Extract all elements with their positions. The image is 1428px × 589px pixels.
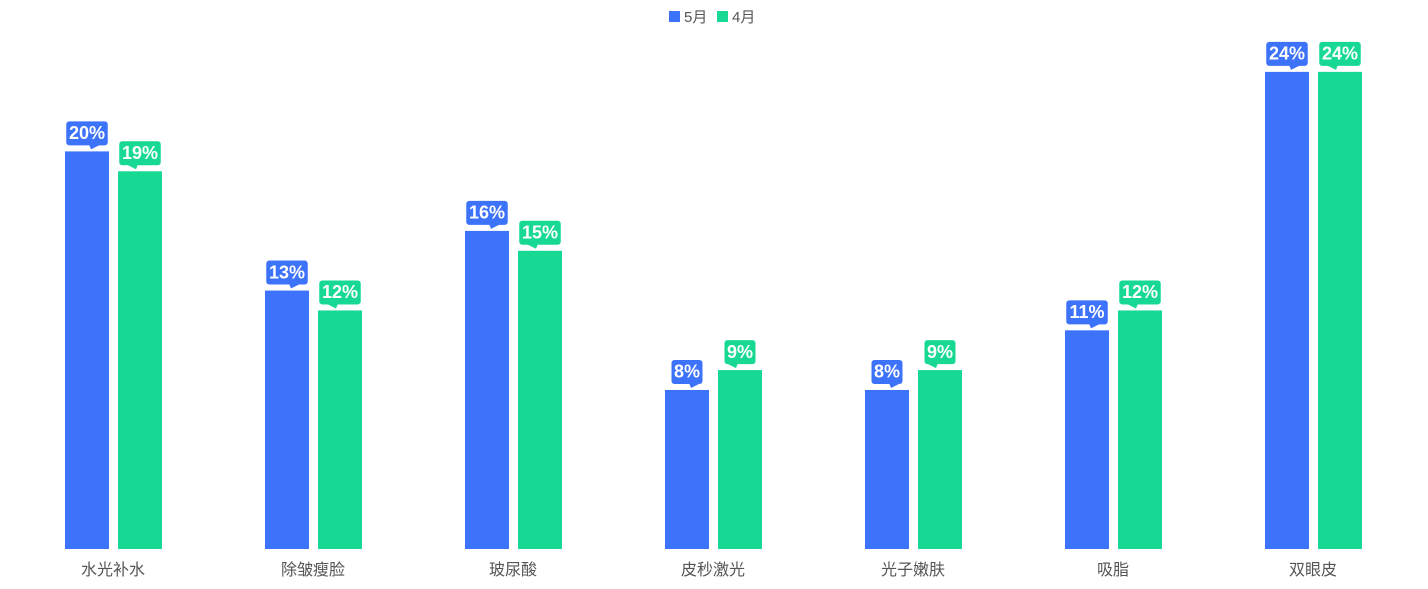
x-tick-label: 双眼皮 xyxy=(1289,561,1337,579)
value-badge-tip xyxy=(126,164,138,170)
value-badge-tip xyxy=(689,382,701,388)
x-tick-label: 水光补水 xyxy=(81,561,145,579)
value-badge xyxy=(1319,41,1361,66)
bar xyxy=(318,310,362,549)
value-badge-tip xyxy=(1126,303,1138,309)
value-badge-tip xyxy=(1089,323,1101,329)
bar xyxy=(518,250,562,550)
value-label: 24% xyxy=(1322,44,1358,64)
bar xyxy=(65,151,109,549)
x-tick-label: 皮秒激光 xyxy=(681,561,745,579)
value-badge-tip xyxy=(289,283,301,289)
value-badge xyxy=(1066,300,1108,325)
bar xyxy=(865,389,909,549)
value-badge xyxy=(724,340,756,365)
value-badge-tip xyxy=(489,223,501,229)
value-label: 16% xyxy=(469,203,505,223)
value-badge-tip xyxy=(1326,64,1338,70)
bar xyxy=(1265,71,1309,549)
bar xyxy=(465,230,509,550)
legend-swatch xyxy=(717,11,728,22)
value-badge-tip xyxy=(889,382,901,388)
legend-label: 5月 xyxy=(684,9,707,26)
value-badge xyxy=(924,340,956,365)
value-label: 20% xyxy=(69,123,105,143)
value-badge xyxy=(519,220,561,245)
bar xyxy=(918,370,962,549)
x-tick-label: 玻尿酸 xyxy=(489,561,537,579)
value-label: 15% xyxy=(522,223,558,243)
value-label: 19% xyxy=(122,143,158,163)
value-badge xyxy=(1119,280,1161,305)
value-badge-tip xyxy=(526,243,538,249)
value-badge-tip xyxy=(926,363,938,369)
x-tick-label: 除皱瘦脸 xyxy=(281,561,345,579)
value-badge-tip xyxy=(726,363,738,369)
value-badge-tip xyxy=(1289,64,1301,70)
x-tick-label: 吸脂 xyxy=(1097,561,1129,579)
value-label: 8% xyxy=(674,362,700,382)
x-tick-label: 光子嫩肤 xyxy=(881,561,945,579)
value-badge xyxy=(66,121,108,146)
value-label: 12% xyxy=(322,282,358,302)
value-badge xyxy=(466,200,508,225)
value-label: 9% xyxy=(927,342,953,362)
value-label: 9% xyxy=(727,342,753,362)
value-label: 8% xyxy=(874,362,900,382)
legend-label: 4月 xyxy=(732,9,755,26)
bar xyxy=(1118,310,1162,549)
value-badge xyxy=(266,260,308,285)
legend-swatch xyxy=(669,11,680,22)
value-badge-tip xyxy=(89,144,101,150)
value-badge xyxy=(871,359,903,384)
bar xyxy=(718,370,762,549)
value-badge xyxy=(1266,41,1308,66)
value-badge xyxy=(319,280,361,305)
value-label: 11% xyxy=(1069,302,1104,322)
value-badge xyxy=(671,359,703,384)
bar xyxy=(118,171,162,549)
bar xyxy=(665,389,709,549)
value-label: 12% xyxy=(1122,282,1158,302)
value-label: 13% xyxy=(269,262,305,282)
bar xyxy=(1065,330,1109,549)
bar xyxy=(1318,71,1362,549)
value-badge xyxy=(119,141,161,166)
value-badge-tip xyxy=(326,303,338,309)
value-label: 24% xyxy=(1269,44,1305,64)
bar xyxy=(265,290,309,549)
